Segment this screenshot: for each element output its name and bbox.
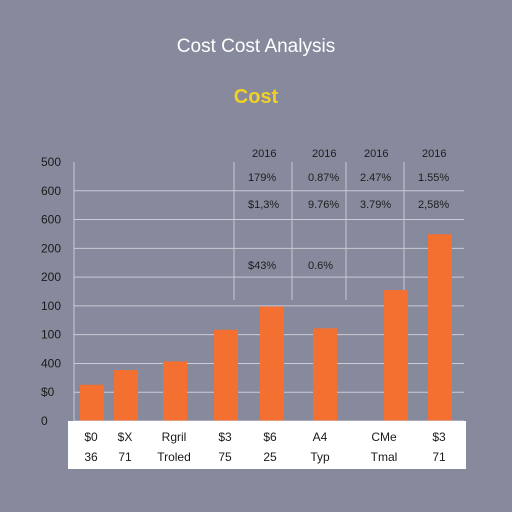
- y-tick-label: 0: [41, 414, 48, 428]
- bar: [114, 370, 138, 421]
- table-cell: 0.6%: [308, 260, 333, 272]
- table-cell: 0.87%: [308, 172, 339, 184]
- x-category-label: CMe: [371, 430, 397, 444]
- table-cell: $43%: [248, 260, 276, 272]
- y-tick-label: 100: [41, 299, 61, 313]
- x-category-label: A4: [313, 430, 328, 444]
- y-tick-label: 500: [41, 155, 61, 169]
- table-cell: 9.76%: [308, 199, 339, 211]
- y-tick-label: 100: [41, 328, 61, 342]
- x-category-sublabel: Troled: [157, 450, 191, 464]
- table-cell: 1.55%: [418, 172, 449, 184]
- y-tick-label: 200: [41, 270, 61, 284]
- x-category-label: Rgril: [162, 430, 187, 444]
- x-category-label: $X: [118, 430, 133, 444]
- table-cell: 3.79%: [360, 199, 391, 211]
- x-axis-categories: $0 36 $X 71 Rgril Troled $3 75 $6 25 A4 Typ CMe Tmal $…: [84, 430, 446, 464]
- y-tick-label: 600: [41, 184, 61, 198]
- x-category-label: $3: [218, 430, 232, 444]
- bar: [313, 328, 337, 421]
- bar: [80, 384, 104, 421]
- bar: [214, 329, 238, 421]
- data-table: 2016 2016 2016 2016 179% 0.87% 2.47% 1.55% $1,3%…: [233, 148, 449, 300]
- table-cell: 179%: [248, 172, 276, 184]
- y-tick-label: 200: [41, 241, 61, 255]
- bar: [260, 306, 284, 421]
- table-header: 2016: [312, 148, 336, 160]
- x-category-sublabel: 25: [263, 450, 277, 464]
- bar: [384, 290, 408, 421]
- x-category-sublabel: 71: [432, 450, 446, 464]
- x-category-sublabel: Typ: [310, 450, 330, 464]
- x-category-sublabel: 71: [118, 450, 132, 464]
- table-cell: $1,3%: [248, 199, 279, 211]
- y-tick-label: $0: [41, 385, 55, 399]
- x-category-sublabel: 36: [84, 450, 98, 464]
- category-label-band: [68, 421, 466, 469]
- y-axis: 500 600 600 200 200 100 100 400 $0 0: [41, 155, 61, 428]
- x-category-label: $6: [263, 430, 277, 444]
- x-category-sublabel: 75: [218, 450, 232, 464]
- x-category-label: $3: [432, 430, 446, 444]
- y-tick-label: 600: [41, 213, 61, 227]
- bars-layer: [80, 234, 452, 421]
- table-cell: 2.47%: [360, 172, 391, 184]
- y-tick-label: 400: [41, 356, 61, 370]
- table-header: 2016: [422, 148, 446, 160]
- bar: [428, 234, 452, 421]
- bar: [163, 361, 187, 421]
- table-cell: 2,58%: [418, 199, 449, 211]
- chart-title: Cost Cost Analysis: [176, 36, 336, 57]
- x-category-sublabel: Tmal: [371, 450, 398, 464]
- x-category-label: $0: [84, 430, 98, 444]
- chart-subtitle: Cost: [233, 86, 279, 108]
- table-header: 2016: [252, 148, 276, 160]
- table-header: 2016: [364, 148, 388, 160]
